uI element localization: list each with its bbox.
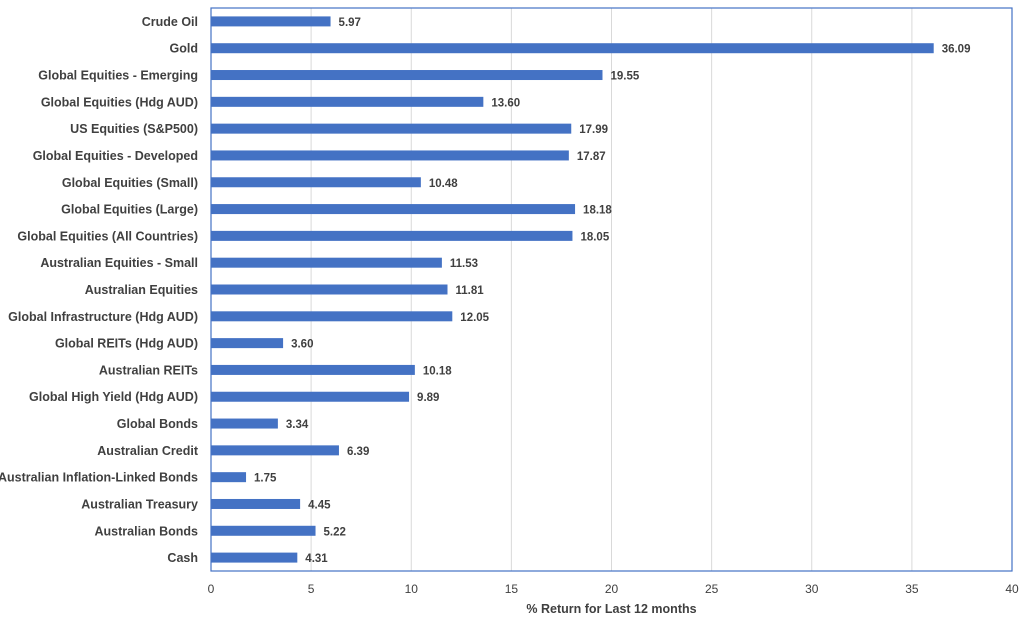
x-tick-label: 10 [405, 582, 419, 596]
bar [211, 391, 410, 402]
category-label: Global Equities - Emerging [38, 69, 198, 83]
category-label: Australian REITs [99, 363, 198, 377]
bar [211, 364, 415, 375]
value-label: 13.60 [491, 97, 520, 109]
category-label: Australian Equities [85, 283, 198, 297]
category-label: Australian Credit [97, 444, 199, 458]
x-tick-label: 5 [308, 582, 315, 596]
category-label: Global Equities (Small) [62, 176, 198, 190]
value-label: 19.55 [610, 71, 639, 83]
category-label: Cash [167, 551, 198, 565]
x-tick-label: 15 [505, 582, 519, 596]
bar [211, 525, 316, 536]
value-label: 5.22 [324, 526, 346, 538]
bar [211, 338, 284, 349]
bar [211, 284, 448, 295]
bar [211, 257, 442, 268]
category-labels: Crude Oil Gold Global Equities - Emerging G… [0, 15, 199, 565]
category-label: Australian Equities - Small [40, 256, 198, 270]
bar [211, 230, 573, 241]
category-label: Global Equities (All Countries) [17, 229, 198, 243]
category-label: Australian Treasury [81, 497, 198, 511]
value-label: 6.39 [347, 446, 369, 458]
bar [211, 177, 421, 188]
value-label: 5.97 [339, 17, 361, 29]
bar [211, 16, 331, 27]
value-label: 3.60 [291, 339, 313, 351]
x-tick-label: 40 [1005, 582, 1019, 596]
category-label: Global REITs (Hdg AUD) [55, 337, 198, 351]
category-label: Global Equities - Developed [33, 149, 198, 163]
value-label: 3.34 [286, 419, 309, 431]
value-label: 11.53 [450, 258, 478, 270]
category-label: Australian Bonds [95, 524, 199, 538]
bar [211, 472, 247, 483]
value-label: 17.87 [577, 151, 606, 163]
value-label: 18.18 [583, 205, 612, 217]
category-label: Crude Oil [142, 15, 198, 29]
category-label: Australian Inflation-Linked Bonds [0, 471, 198, 485]
category-label: Global High Yield (Hdg AUD) [29, 390, 198, 404]
bar [211, 123, 572, 134]
category-label: Global Bonds [117, 417, 198, 431]
bar [211, 418, 278, 429]
bar [211, 43, 934, 54]
bar [211, 498, 301, 509]
x-tick-label: 20 [605, 582, 619, 596]
bar [211, 150, 569, 161]
value-label: 1.75 [254, 473, 277, 485]
value-labels: 5.97 36.09 19.55 13.60 17.99 17.87 10.48 18.18 1… [254, 17, 970, 565]
bars [211, 16, 934, 563]
value-label: 11.81 [455, 285, 484, 297]
value-label: 18.05 [580, 231, 609, 243]
x-tick-label: 25 [705, 582, 719, 596]
value-label: 10.48 [429, 178, 458, 190]
bar [211, 552, 298, 563]
category-label: Global Equities (Large) [61, 203, 198, 217]
bar [211, 96, 484, 107]
bar [211, 311, 453, 322]
category-label: US Equities (S&P500) [70, 122, 198, 136]
bar [211, 445, 339, 456]
value-label: 36.09 [942, 44, 971, 56]
x-tick-label: 30 [805, 582, 819, 596]
category-label: Global Equities (Hdg AUD) [41, 95, 198, 109]
value-label: 12.05 [460, 312, 489, 324]
value-label: 4.31 [305, 553, 328, 565]
bar [211, 204, 576, 215]
value-label: 10.18 [423, 365, 452, 377]
x-axis-title: % Return for Last 12 months [526, 602, 696, 616]
x-tick-labels: 0 5 10 15 20 25 30 35 40 [208, 582, 1019, 596]
category-label: Gold [170, 42, 198, 56]
value-label: 9.89 [417, 392, 439, 404]
value-label: 17.99 [579, 124, 608, 136]
value-label: 4.45 [308, 499, 331, 511]
bar [211, 70, 603, 81]
x-tick-label: 0 [208, 582, 215, 596]
x-tick-label: 35 [905, 582, 919, 596]
category-label: Global Infrastructure (Hdg AUD) [8, 310, 198, 324]
